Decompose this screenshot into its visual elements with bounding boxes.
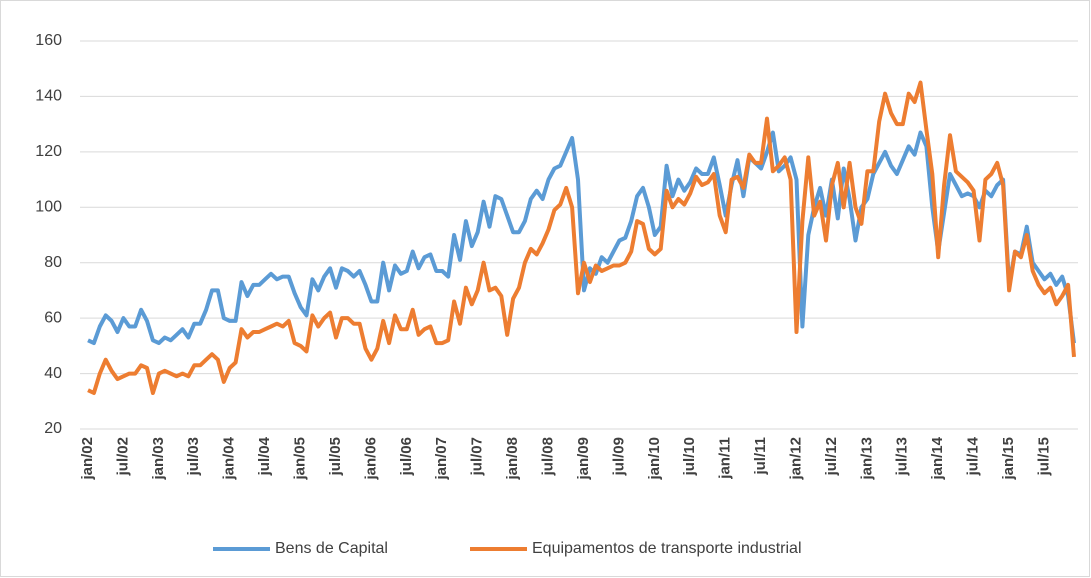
x-tick-label: jan/03 — [150, 437, 167, 481]
x-tick-label: jan/11 — [717, 437, 734, 480]
x-tick-label: jan/08 — [504, 437, 521, 481]
x-tick-label: jan/12 — [787, 437, 804, 481]
x-tick-label: jul/09 — [610, 437, 627, 476]
legend-label: Equipamentos de transporte industrial — [532, 540, 802, 557]
x-tick-label: jan/04 — [221, 436, 238, 480]
x-tick-label: jan/07 — [433, 437, 450, 481]
x-tick-label: jan/10 — [646, 437, 663, 481]
x-tick-label: jul/10 — [681, 437, 698, 476]
x-tick-label: jul/13 — [894, 437, 911, 476]
x-tick-label: jul/05 — [327, 437, 344, 476]
x-tick-label: jan/15 — [1000, 437, 1017, 481]
x-tick-label: jul/03 — [185, 437, 202, 476]
y-tick-label: 20 — [44, 420, 62, 437]
y-tick-label: 160 — [35, 32, 62, 49]
x-tick-label: jan/13 — [858, 437, 875, 481]
x-tick-label: jan/06 — [362, 437, 379, 481]
x-tick-label: jul/08 — [539, 437, 556, 476]
y-tick-label: 60 — [44, 309, 62, 326]
y-tick-label: 40 — [44, 365, 62, 382]
x-tick-label: jul/04 — [256, 436, 273, 476]
x-tick-label: jul/15 — [1035, 437, 1052, 476]
series-line — [87, 130, 1076, 346]
x-tick-label: jul/02 — [114, 437, 131, 476]
x-tick-label: jan/05 — [292, 437, 309, 481]
x-tick-label: jul/07 — [469, 437, 486, 476]
x-tick-label: jan/02 — [79, 437, 96, 481]
x-tick-label: jul/12 — [823, 437, 840, 476]
x-tick-label: jul/11 — [752, 437, 769, 476]
y-tick-label: 120 — [35, 143, 62, 160]
y-tick-label: 80 — [44, 254, 62, 271]
y-tick-label: 140 — [35, 88, 62, 105]
legend-label: Bens de Capital — [275, 540, 388, 557]
x-tick-label: jul/06 — [398, 437, 415, 476]
y-tick-label: 100 — [35, 199, 62, 216]
series-line — [87, 80, 1076, 395]
x-tick-label: jan/09 — [575, 437, 592, 481]
x-tick-label: jul/14 — [965, 436, 982, 476]
x-tick-label: jan/14 — [929, 436, 946, 480]
